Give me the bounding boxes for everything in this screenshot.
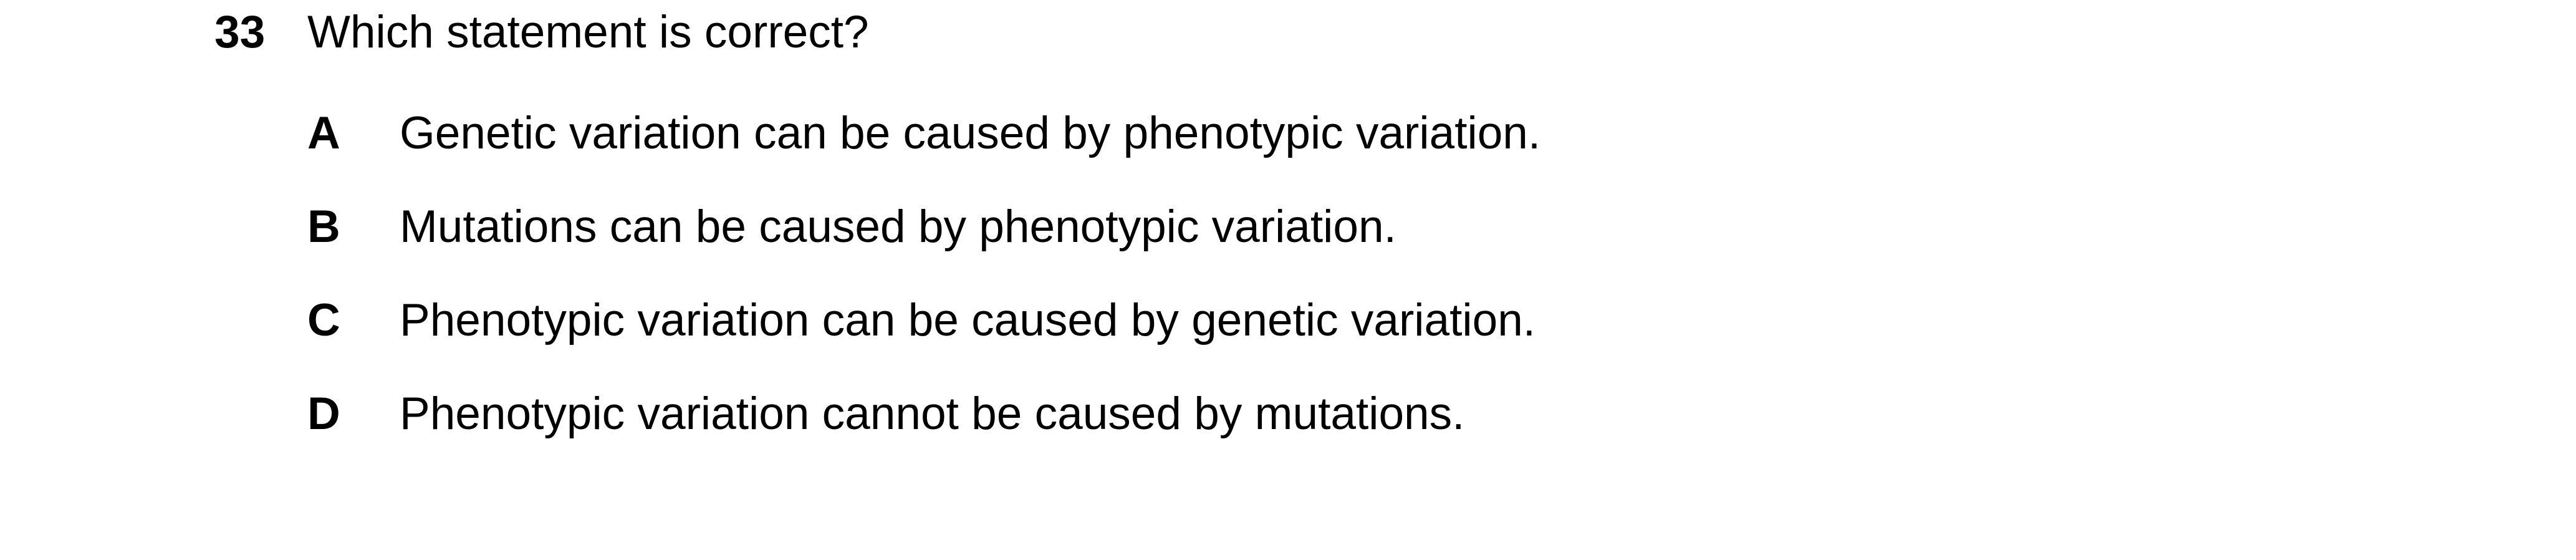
option-d-letter: D xyxy=(307,389,340,439)
option-c-text: Phenotypic variation can be caused by ge… xyxy=(400,295,1536,345)
option-a-text: Genetic variation can be caused by pheno… xyxy=(400,108,1541,158)
option-d: D Phenotypic variation cannot be caused … xyxy=(307,387,2302,442)
question-number: 33 xyxy=(214,7,266,57)
option-c: C Phenotypic variation can be caused by … xyxy=(307,293,2302,348)
option-b: B Mutations can be caused by phenotypic … xyxy=(307,200,2302,254)
option-a: A Genetic variation can be caused by phe… xyxy=(307,106,2302,161)
option-a-letter: A xyxy=(307,108,340,158)
option-b-letter: B xyxy=(307,201,340,252)
option-d-text: Phenotypic variation cannot be caused by… xyxy=(400,389,1465,439)
option-b-text: Mutations can be caused by phenotypic va… xyxy=(400,201,1396,252)
question-stem: Which statement is correct? xyxy=(307,7,869,57)
option-c-letter: C xyxy=(307,295,340,345)
